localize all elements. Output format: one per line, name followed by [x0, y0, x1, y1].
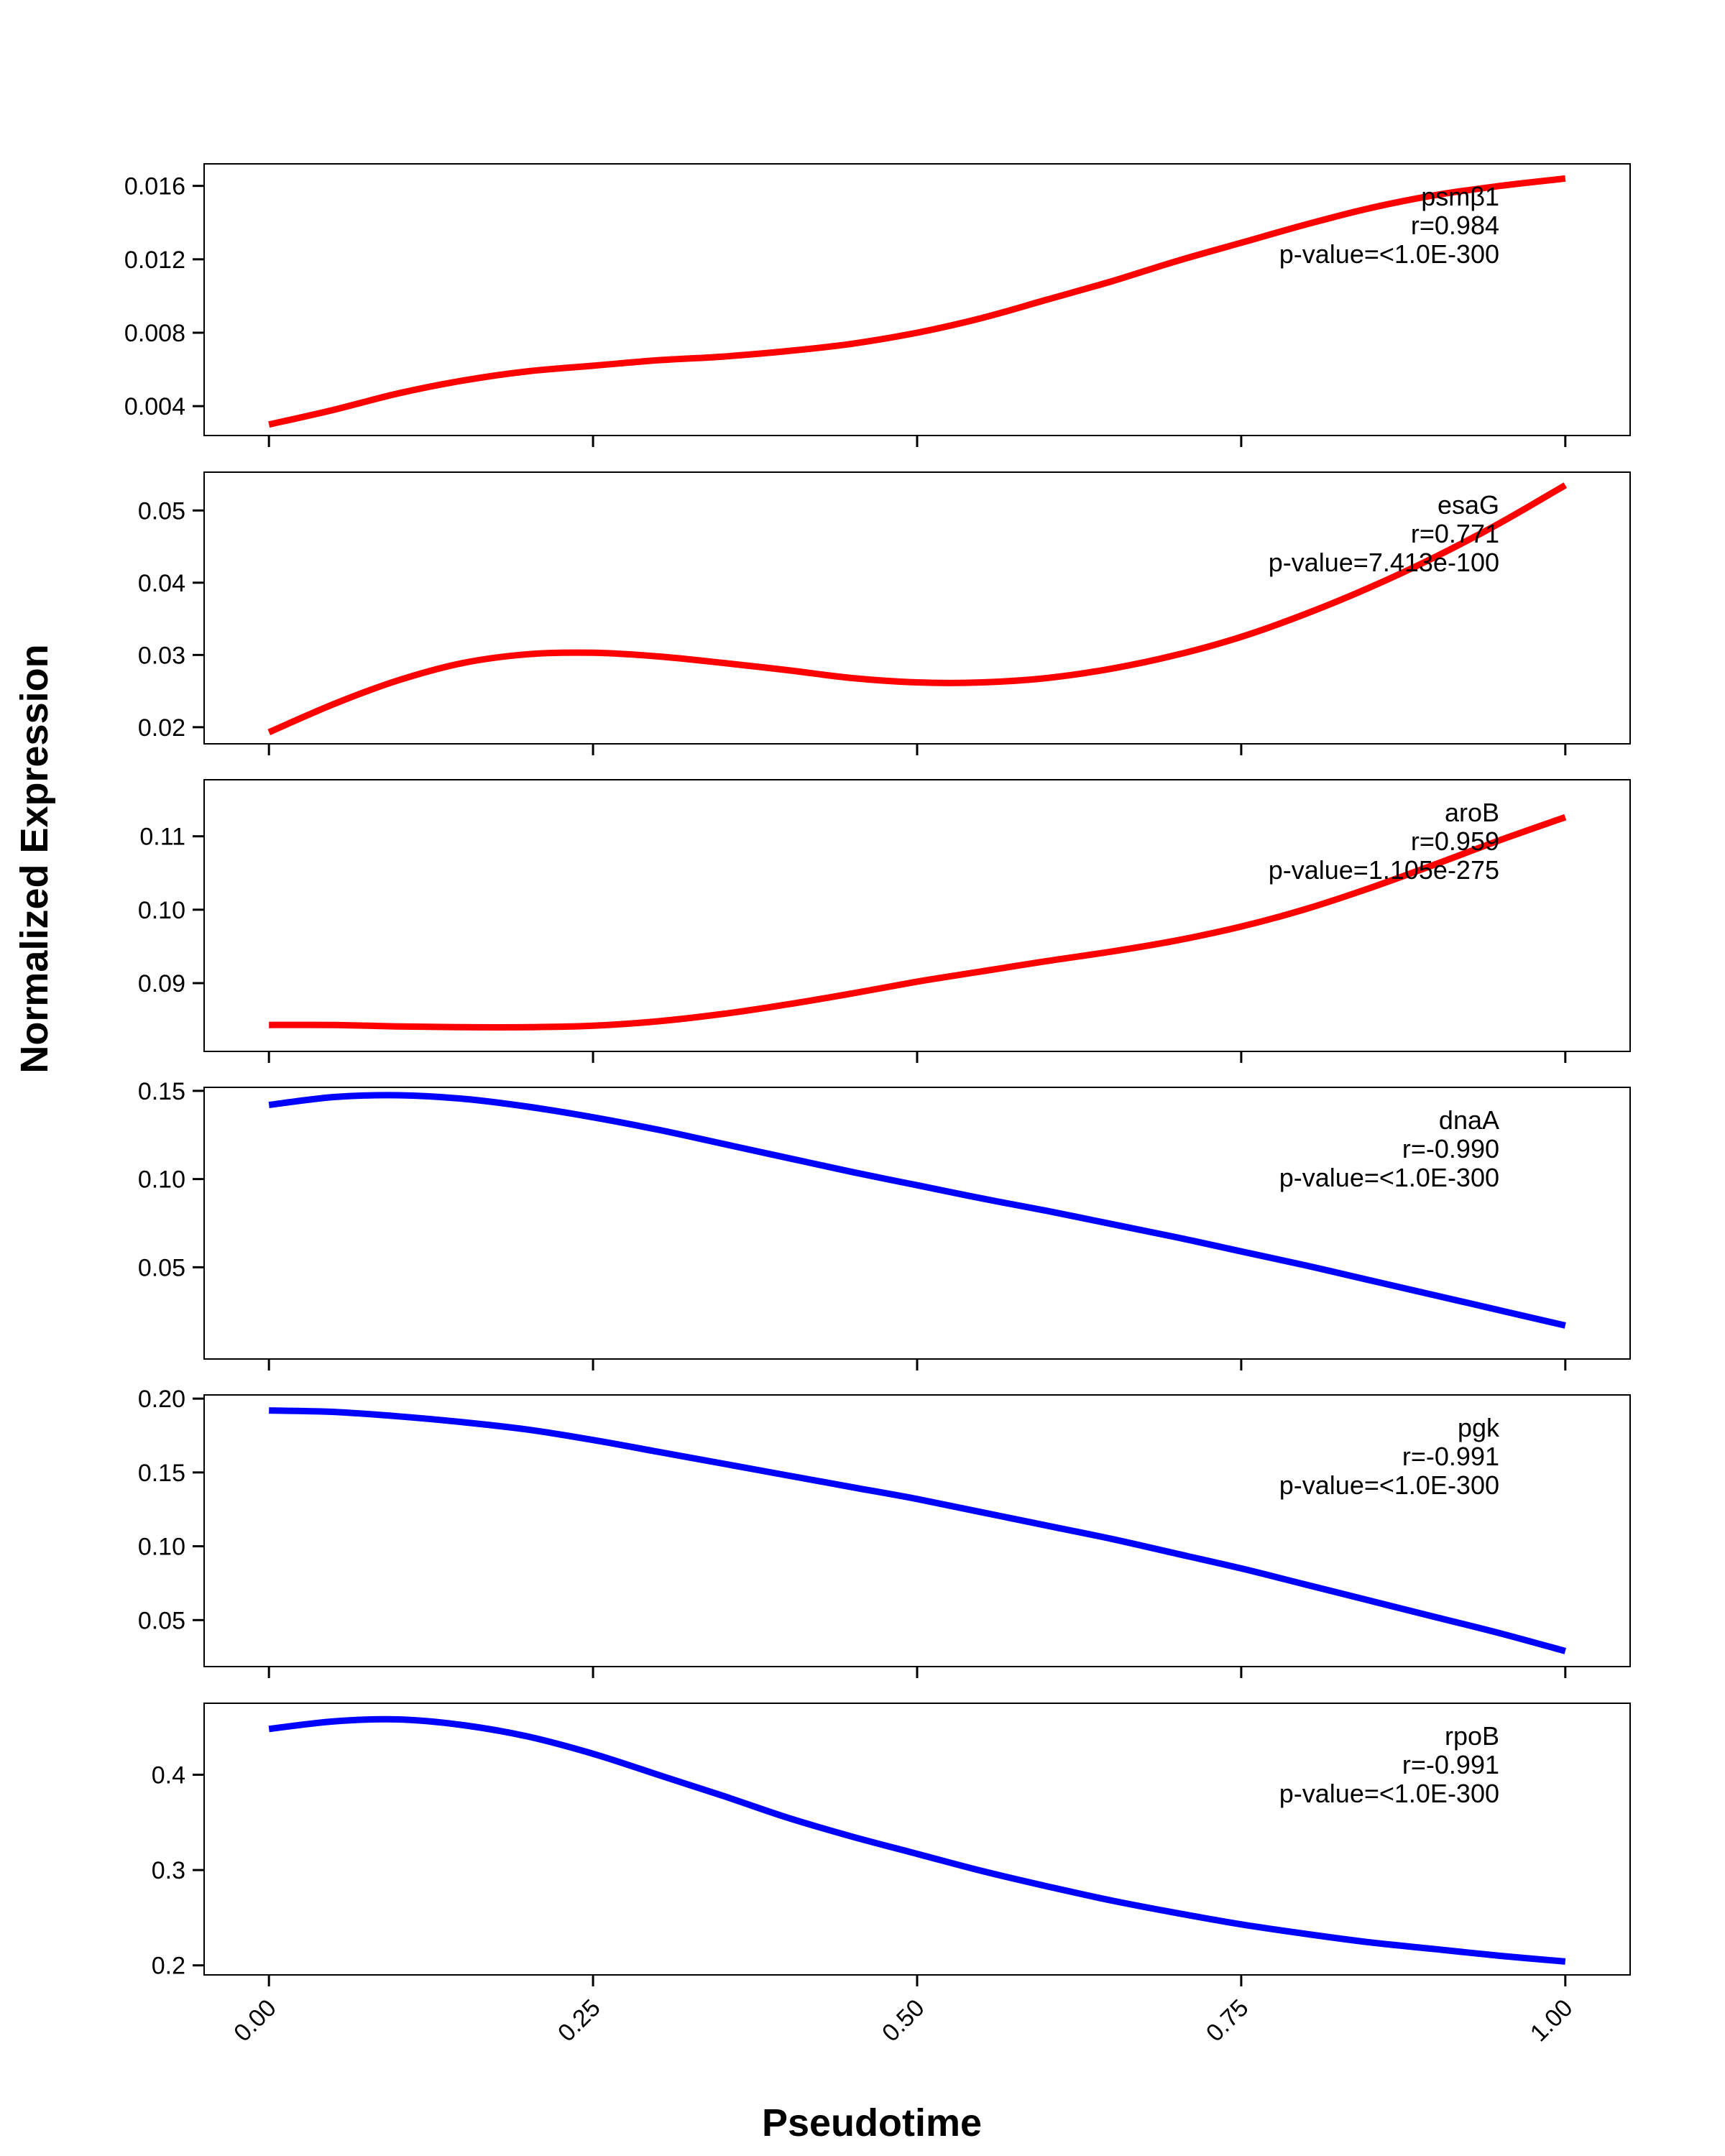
gene-label: rpoB: [1445, 1721, 1499, 1751]
p-value-label: p-value=<1.0E-300: [1279, 1163, 1499, 1192]
x-tick-label: 0.00: [229, 1994, 282, 2047]
gene-label: psmβ1: [1421, 182, 1499, 211]
panel-4: 0.05 0.10 0.15 dnaAr=-0.990p-value=<1.0E-30…: [138, 1078, 1631, 1370]
panel-frame: [203, 1703, 1631, 1976]
y-tick-label: 0.03: [138, 642, 185, 669]
correlation-label: r=0.984: [1411, 211, 1499, 240]
p-value-label: p-value=1.105e-275: [1269, 855, 1499, 885]
y-tick-label: 0.15: [138, 1460, 185, 1487]
y-tick-label: 0.016: [124, 173, 185, 201]
y-tick-label: 0.3: [152, 1857, 185, 1884]
series-line: [269, 1407, 1566, 1654]
y-tick-label: 0.4: [152, 1761, 185, 1789]
correlation-label: r=-0.990: [1402, 1134, 1499, 1164]
gene-label: aroB: [1445, 798, 1499, 827]
p-value-label: p-value=<1.0E-300: [1279, 1779, 1499, 1808]
panel-1: 0.004 0.008 0.012 0.016 psmβ1r=0.984p-value=…: [124, 163, 1631, 447]
panel-3: 0.09 0.10 0.11 aroBr=0.959p-value=1.105e-27…: [138, 779, 1631, 1063]
y-tick-label: 0.012: [124, 247, 185, 274]
y-tick-label: 0.008: [124, 320, 185, 347]
gene-label: pgk: [1458, 1413, 1500, 1442]
p-value-label: p-value=<1.0E-300: [1279, 1470, 1499, 1500]
panel-frame: [203, 1087, 1631, 1360]
panel-5: 0.05 0.10 0.15 0.20 pgkr=-0.991p-value=<1.0E…: [138, 1386, 1631, 1678]
series-line: [268, 1715, 1566, 1965]
p-value-label: p-value=7.413e-100: [1269, 548, 1499, 577]
x-axis-title: Pseudotime: [762, 2101, 982, 2145]
panel-frame: [203, 1394, 1631, 1667]
y-tick-label: 0.04: [138, 570, 185, 597]
series-line: [268, 1092, 1566, 1329]
y-tick-label: 0.10: [138, 1166, 185, 1194]
y-tick-label: 0.11: [139, 824, 185, 851]
y-tick-label: 0.10: [138, 1534, 185, 1561]
correlation-label: r=0.771: [1411, 519, 1499, 548]
y-axis-title: Normalized Expression: [13, 644, 56, 1073]
y-tick-label: 0.20: [138, 1386, 185, 1413]
panel-frame: [203, 779, 1631, 1052]
x-tick-label: 0.25: [553, 1994, 606, 2047]
panel-2: 0.02 0.03 0.04 0.05 esaGr=0.771p-value=7.413…: [138, 471, 1631, 755]
y-tick-label: 0.09: [138, 970, 185, 998]
y-tick-label: 0.10: [138, 897, 185, 924]
series-line: [267, 482, 1568, 736]
p-value-label: p-value=<1.0E-300: [1279, 239, 1499, 269]
panel-frame: [203, 471, 1631, 745]
panel-frame: [203, 163, 1631, 436]
y-tick-label: 0.004: [124, 393, 185, 420]
y-tick-label: 0.2: [152, 1953, 185, 1980]
x-tick-label: 0.50: [877, 1994, 930, 2047]
correlation-label: r=0.959: [1411, 826, 1499, 856]
x-tick-label: 1.00: [1525, 1994, 1578, 2047]
series-line: [268, 175, 1566, 428]
correlation-label: r=-0.991: [1402, 1750, 1499, 1779]
series-line: [269, 814, 1567, 1031]
y-tick-label: 0.15: [138, 1078, 185, 1105]
y-tick-label: 0.05: [138, 1607, 185, 1634]
gene-label: dnaA: [1439, 1105, 1499, 1135]
correlation-label: r=-0.991: [1402, 1442, 1499, 1471]
y-tick-label: 0.05: [138, 497, 185, 525]
y-tick-label: 0.02: [138, 714, 185, 742]
x-axis: 0.00 0.25 0.50 0.75 1.00: [229, 1994, 1578, 2047]
x-tick-label: 0.75: [1201, 1994, 1254, 2047]
gene-label: esaG: [1438, 490, 1499, 520]
y-tick-label: 0.05: [138, 1254, 185, 1281]
